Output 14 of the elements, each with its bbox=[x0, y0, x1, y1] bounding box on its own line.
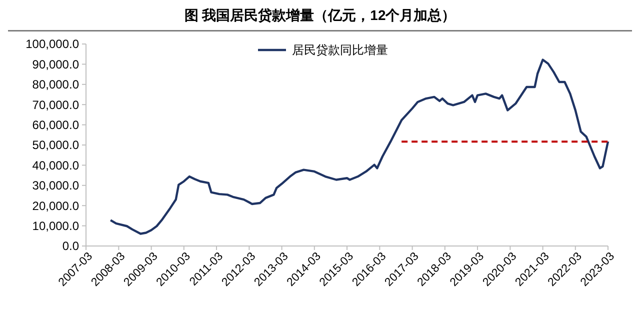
y-tick-label: 20,000.0 bbox=[32, 198, 80, 213]
y-tick-label: 90,000.0 bbox=[32, 57, 80, 72]
y-tick-label: 60,000.0 bbox=[32, 118, 80, 132]
y-tick-label: 40,000.0 bbox=[32, 158, 80, 172]
y-tick-label: 0.0 bbox=[62, 239, 80, 254]
y-tick-label: 70,000.0 bbox=[32, 98, 80, 112]
chart-title: 图 我国居民贷款增量（亿元，12个月加总） bbox=[184, 7, 456, 23]
y-tick-label: 50,000.0 bbox=[32, 138, 80, 152]
y-tick-label: 80,000.0 bbox=[32, 78, 80, 92]
y-tick-label: 10,000.0 bbox=[32, 219, 80, 233]
y-tick-label: 100,000.0 bbox=[26, 37, 80, 52]
y-tick-label: 30,000.0 bbox=[32, 178, 80, 193]
legend-label: 居民贷款同比增量 bbox=[292, 43, 388, 58]
line-series bbox=[109, 58, 610, 235]
